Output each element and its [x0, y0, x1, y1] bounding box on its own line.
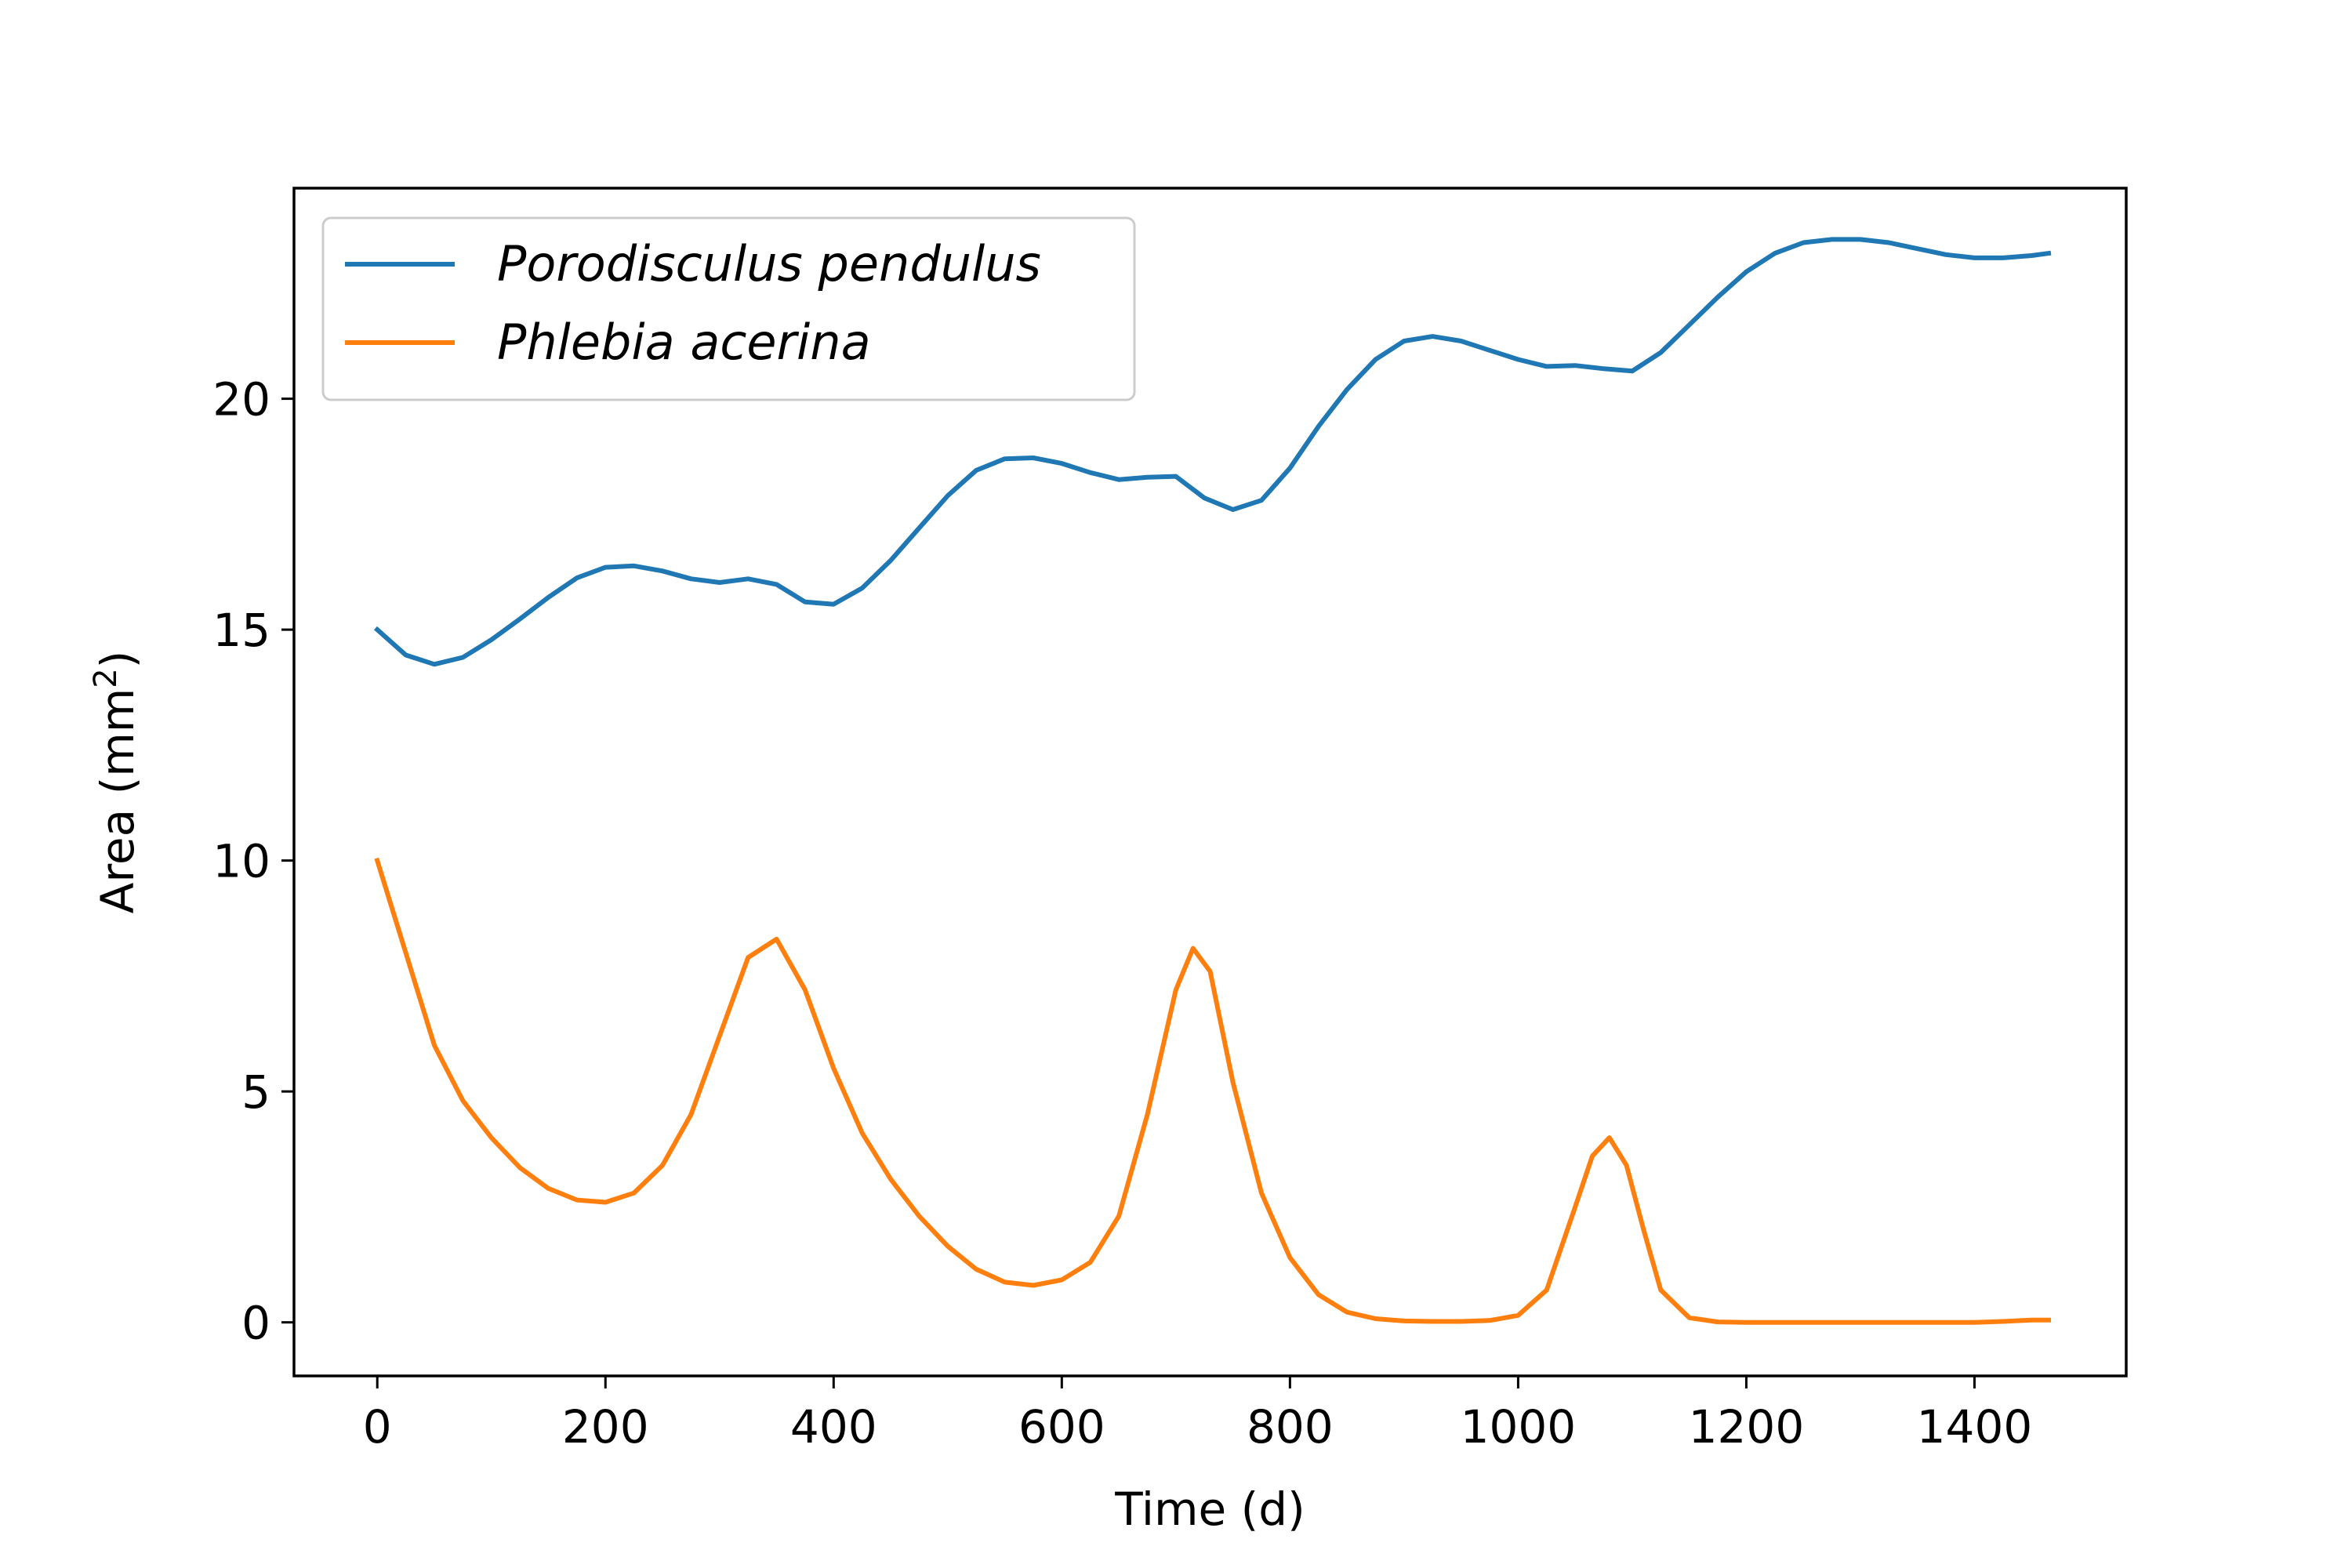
x-axis: 0 200 400 600 800 1000 1200 1400	[363, 1376, 2032, 1454]
x-tick-label: 1200	[1689, 1400, 1805, 1454]
series-layer	[373, 237, 2052, 1325]
y-tick-label: 15	[212, 604, 270, 657]
y-axis: 0 5 10 15 20	[212, 373, 294, 1350]
x-tick-label: 400	[790, 1400, 877, 1454]
x-axis-label: Time (d)	[1114, 1483, 1305, 1536]
x-tick-label: 0	[363, 1400, 392, 1454]
x-tick-label: 200	[562, 1400, 649, 1454]
series-line-phlebia-acerina	[374, 857, 2051, 1325]
x-tick-label: 1000	[1461, 1400, 1577, 1454]
y-tick-label: 10	[212, 835, 270, 888]
x-tick-label: 1400	[1917, 1400, 2033, 1454]
x-tick-label: 800	[1247, 1400, 1334, 1454]
y-axis-label: Area (mm2)	[88, 651, 144, 914]
x-tick-label: 600	[1018, 1400, 1105, 1454]
y-tick-label: 5	[241, 1065, 270, 1119]
y-axis-label-superscript: 2	[88, 668, 124, 688]
y-tick-label: 0	[241, 1297, 270, 1350]
series-line-porodisculus-pendulus	[373, 237, 2052, 667]
legend-label-phlebia: Phlebia acerina	[497, 314, 871, 371]
y-tick-label: 20	[212, 373, 270, 426]
plot-frame	[292, 187, 2128, 1377]
legend-box	[321, 216, 1136, 401]
y-axis-label-main: Area (mm	[91, 688, 144, 914]
legend: Porodisculus pendulus Phlebia acerina	[321, 216, 1136, 401]
legend-label-porodisculus: Porodisculus pendulus	[497, 235, 1041, 292]
y-axis-label-closing: )	[91, 651, 144, 669]
